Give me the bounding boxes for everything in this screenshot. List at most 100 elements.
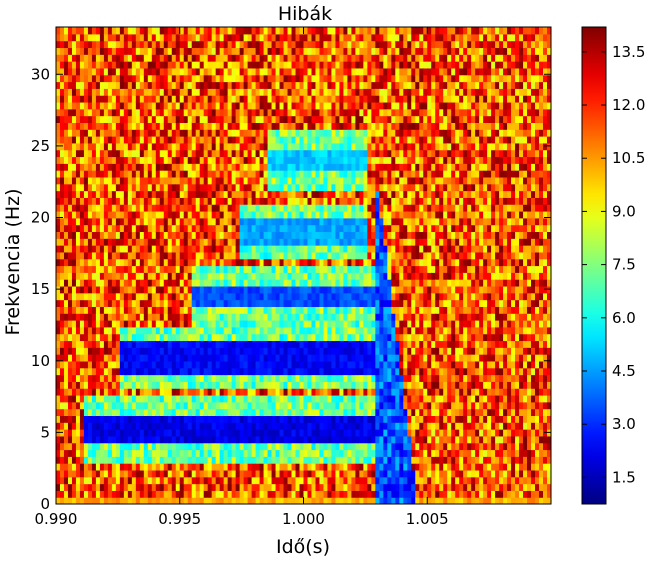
heatmap-cell: [251, 251, 257, 260]
heatmap-cell: [187, 74, 193, 83]
heatmap-cell: [207, 54, 213, 62]
heatmap-cell: [335, 129, 341, 137]
heatmap-cell: [75, 415, 81, 423]
heatmap-cell: [167, 88, 173, 96]
heatmap-cell: [167, 306, 173, 314]
heatmap-cell: [247, 67, 253, 76]
heatmap-cell: [151, 149, 157, 158]
heatmap-cell: [155, 333, 161, 342]
heatmap-cell: [207, 122, 213, 130]
heatmap-cell: [199, 381, 205, 389]
heatmap-cell: [147, 279, 153, 287]
heatmap-cell: [283, 483, 289, 491]
heatmap-cell: [283, 463, 289, 471]
heatmap-cell: [63, 163, 69, 171]
heatmap-cell: [215, 224, 221, 233]
heatmap-cell: [231, 272, 237, 280]
heatmap-cell: [255, 61, 261, 69]
heatmap-cell: [339, 435, 345, 444]
heatmap-cell: [83, 81, 89, 89]
heatmap-cell: [223, 67, 229, 76]
heatmap-cell: [163, 469, 169, 478]
heatmap-cell: [235, 251, 241, 260]
heatmap-cell: [203, 422, 209, 430]
heatmap-cell: [303, 320, 309, 328]
heatmap-cell: [335, 183, 341, 192]
heatmap-cell: [175, 163, 181, 171]
heatmap-cell: [207, 142, 213, 151]
heatmap-cell: [63, 142, 69, 151]
heatmap-cell: [251, 81, 257, 89]
heatmap-cell: [79, 449, 85, 457]
heatmap-cell: [91, 95, 97, 103]
heatmap-cell: [211, 299, 217, 307]
heatmap-cell: [123, 74, 129, 83]
heatmap-cell: [339, 401, 345, 410]
heatmap-cell: [239, 340, 245, 348]
heatmap-cell: [95, 122, 101, 130]
heatmap-cell: [119, 340, 125, 348]
heatmap-cell: [143, 88, 149, 96]
heatmap-cell: [327, 285, 333, 294]
heatmap-cell: [199, 279, 205, 287]
heatmap-cell: [227, 326, 233, 335]
heatmap-cell: [187, 435, 193, 444]
heatmap-cell: [75, 210, 81, 219]
heatmap-cell: [59, 129, 65, 137]
heatmap-cell: [199, 156, 205, 164]
heatmap-cell: [279, 285, 285, 294]
heatmap-cell: [235, 95, 241, 103]
heatmap-cell: [327, 217, 333, 226]
heatmap-cell: [91, 81, 97, 89]
heatmap-cell: [259, 292, 265, 301]
heatmap-cell: [143, 456, 149, 464]
heatmap-cell: [107, 429, 113, 437]
heatmap-cell: [79, 292, 85, 301]
heatmap-cell: [183, 326, 189, 335]
heatmap-cell: [291, 115, 297, 123]
heatmap-cell: [287, 245, 293, 253]
heatmap-cell: [107, 204, 113, 212]
heatmap-cell: [187, 204, 193, 212]
heatmap-cell: [175, 176, 181, 185]
heatmap-cell: [263, 74, 269, 83]
heatmap-cell: [227, 374, 233, 382]
heatmap-cell: [331, 27, 337, 35]
heatmap-cell: [227, 129, 233, 137]
heatmap-cell: [87, 183, 93, 192]
heatmap-cell: [63, 224, 69, 233]
heatmap-cell: [187, 367, 193, 376]
heatmap-cell: [323, 258, 329, 267]
heatmap-cell: [319, 374, 325, 382]
heatmap-cell: [163, 40, 169, 49]
heatmap-cell: [107, 299, 113, 307]
heatmap-cell: [99, 122, 105, 130]
heatmap-cell: [199, 197, 205, 205]
heatmap-cell: [303, 422, 309, 430]
heatmap-cell: [323, 272, 329, 280]
heatmap-cell: [59, 381, 65, 389]
heatmap-cell: [263, 156, 269, 164]
heatmap-cell: [199, 251, 205, 260]
heatmap-cell: [183, 415, 189, 423]
heatmap-cell: [147, 340, 153, 348]
heatmap-cell: [67, 40, 73, 49]
heatmap-cell: [235, 217, 241, 226]
heatmap-cell: [143, 408, 149, 417]
heatmap-cell: [79, 388, 85, 396]
heatmap-cell: [183, 95, 189, 103]
heatmap-cell: [75, 354, 81, 362]
heatmap-cell: [331, 88, 337, 96]
heatmap-cell: [311, 463, 317, 471]
heatmap-cell: [283, 176, 289, 185]
heatmap-cell: [163, 265, 169, 273]
heatmap-cell: [255, 210, 261, 219]
heatmap-cell: [223, 415, 229, 423]
heatmap-cell: [99, 136, 105, 144]
heatmap-cell: [311, 285, 317, 294]
heatmap-cell: [147, 394, 153, 403]
heatmap-cell: [155, 354, 161, 362]
heatmap-cell: [175, 40, 181, 49]
heatmap-cell: [255, 408, 261, 417]
heatmap-cell: [56, 279, 61, 287]
